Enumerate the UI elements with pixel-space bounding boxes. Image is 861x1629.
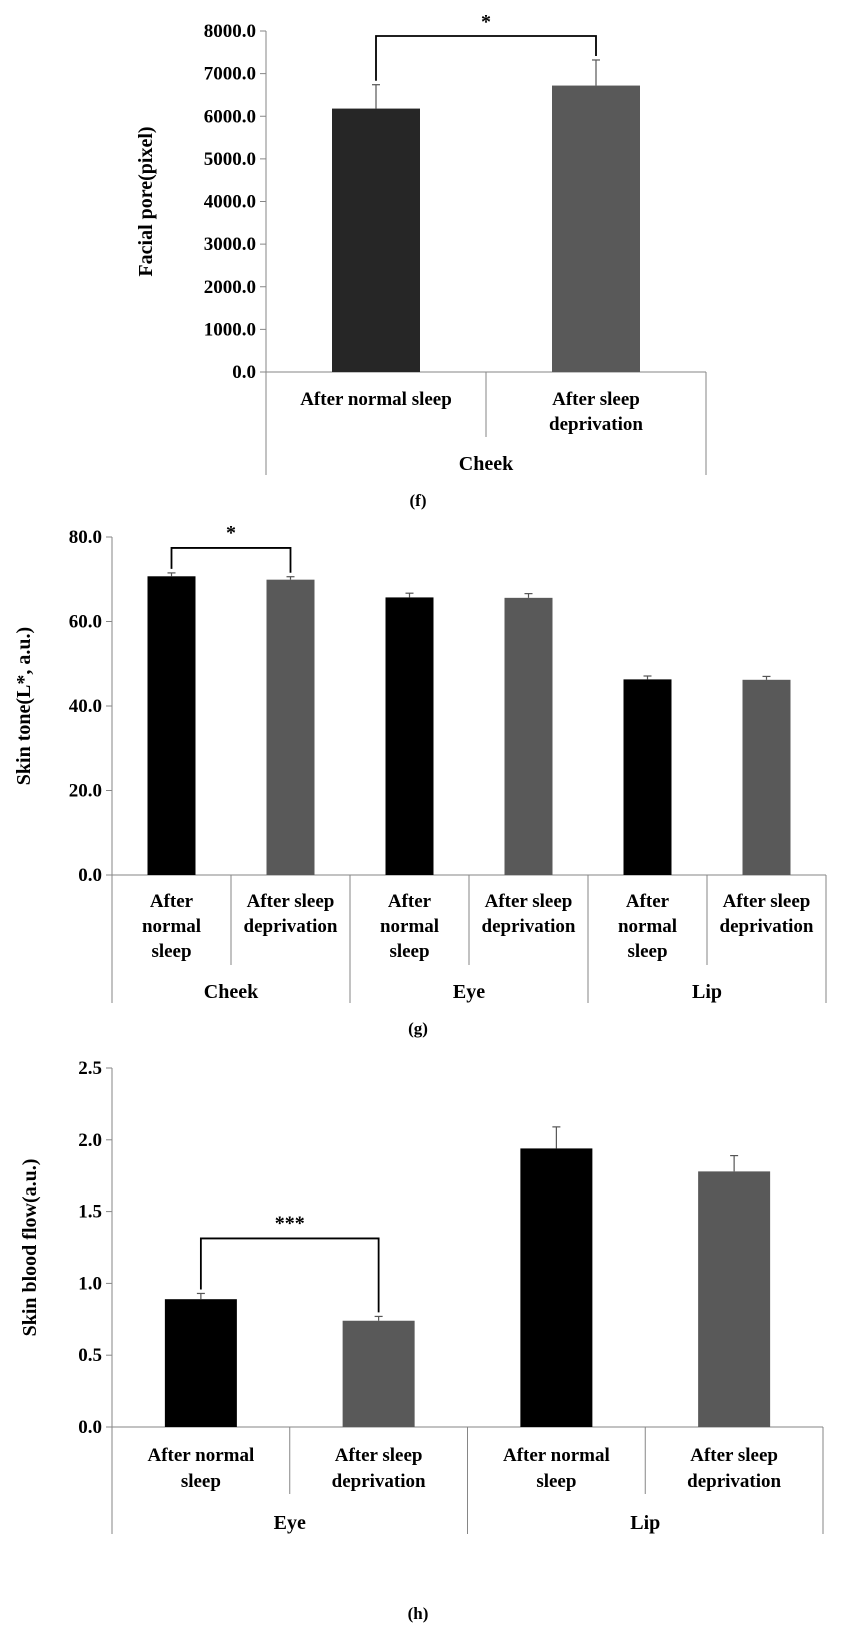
y-tick-label: 0.0 xyxy=(78,865,102,886)
y-axis-title: Skin tone(L*, a.u.) xyxy=(13,627,35,785)
x-category-label: After sleep xyxy=(485,891,573,912)
y-tick-label: 1.0 xyxy=(78,1273,102,1294)
bar xyxy=(385,597,434,875)
x-category-label: After sleep xyxy=(690,1445,778,1466)
x-category-label: After normal xyxy=(503,1445,610,1466)
x-group-label: Cheek xyxy=(459,453,514,475)
y-tick-label: 4000.0 xyxy=(204,192,256,213)
chart-panel-g: 0.0 20.0 40.0 60.0 80.0 Skin tone(L*, a.u.) Af… xyxy=(13,522,827,1038)
y-tick-label: 3000.0 xyxy=(204,234,256,255)
y-tick-label: 0.0 xyxy=(232,362,256,383)
x-group-label: Lip xyxy=(692,981,722,1003)
x-category-label: deprivation xyxy=(244,916,338,937)
x-category-label: sleep xyxy=(627,941,667,962)
x-category-label: After sleep xyxy=(247,891,335,912)
x-group-label: Eye xyxy=(453,981,485,1003)
y-tick-label: 0.5 xyxy=(78,1345,102,1366)
x-category-label: sleep xyxy=(181,1471,221,1492)
y-tick-label: 2.5 xyxy=(78,1058,102,1079)
x-category-label: sleep xyxy=(389,941,429,962)
x-category-label: deprivation xyxy=(482,916,576,937)
y-tick-label: 7000.0 xyxy=(204,64,256,85)
y-tick-label: 8000.0 xyxy=(204,21,256,42)
x-category-label: After xyxy=(150,891,194,912)
x-category-label: deprivation xyxy=(720,916,814,937)
x-group-label: Cheek xyxy=(204,981,259,1003)
chart-panel-f: 0.0 1000.0 2000.0 3000.0 4000.0 5000.0 6000.0 7… xyxy=(135,11,707,510)
y-tick-label: 1000.0 xyxy=(204,319,256,340)
significance-bracket xyxy=(199,1237,380,1313)
bar xyxy=(332,108,420,372)
y-tick-label: 60.0 xyxy=(69,612,102,633)
panel-caption: (g) xyxy=(408,1019,428,1038)
x-category-label: sleep xyxy=(151,941,191,962)
x-category-label: After normal xyxy=(147,1445,254,1466)
y-tick-label: 2000.0 xyxy=(204,277,256,298)
x-category-label: normal xyxy=(142,916,201,937)
x-category-label: After xyxy=(626,891,670,912)
bar xyxy=(520,1148,593,1427)
y-tick-label: 6000.0 xyxy=(204,106,256,127)
bar xyxy=(504,597,553,875)
x-category-label: After sleep xyxy=(552,389,640,410)
y-tick-label: 80.0 xyxy=(69,527,102,548)
significance-bracket xyxy=(375,35,597,81)
y-tick-label: 2.0 xyxy=(78,1130,102,1151)
y-tick-label: 40.0 xyxy=(69,696,102,717)
bar xyxy=(266,579,315,875)
x-category-label: deprivation xyxy=(687,1471,781,1492)
bar xyxy=(698,1171,771,1427)
bar xyxy=(552,85,640,372)
panel-caption: (f) xyxy=(410,491,427,510)
y-tick-label: 5000.0 xyxy=(204,149,256,170)
bar xyxy=(623,679,672,875)
x-group-label: Lip xyxy=(630,1512,660,1534)
x-category-label: deprivation xyxy=(549,414,643,435)
y-tick-label: 0.0 xyxy=(78,1417,102,1438)
x-category-label: sleep xyxy=(536,1471,576,1492)
y-axis-title: Skin blood flow(a.u.) xyxy=(19,1159,41,1337)
significance-marker: *** xyxy=(275,1212,305,1234)
x-group-label: Eye xyxy=(274,1512,306,1534)
y-tick-label: 1.5 xyxy=(78,1202,102,1223)
bar xyxy=(164,1299,237,1427)
significance-bracket xyxy=(170,547,292,573)
significance-marker: * xyxy=(226,522,236,544)
x-category-label: After sleep xyxy=(335,1445,423,1466)
significance-marker: * xyxy=(481,11,491,33)
x-category-label: normal xyxy=(618,916,677,937)
y-axis-title: Facial pore(pixel) xyxy=(135,126,157,276)
panel-caption: (h) xyxy=(408,1604,429,1623)
bar xyxy=(742,679,791,875)
bar xyxy=(342,1320,415,1427)
bar xyxy=(147,576,196,875)
y-tick-label: 20.0 xyxy=(69,781,102,802)
x-category-label: normal xyxy=(380,916,439,937)
chart-panel-h: 0.0 0.5 1.0 1.5 2.0 2.5 Skin blood flow(a.u.) A… xyxy=(19,1058,824,1623)
x-category-label: deprivation xyxy=(332,1471,426,1492)
x-category-label: After sleep xyxy=(723,891,811,912)
x-category-label: After normal sleep xyxy=(300,389,452,410)
x-category-label: After xyxy=(388,891,432,912)
